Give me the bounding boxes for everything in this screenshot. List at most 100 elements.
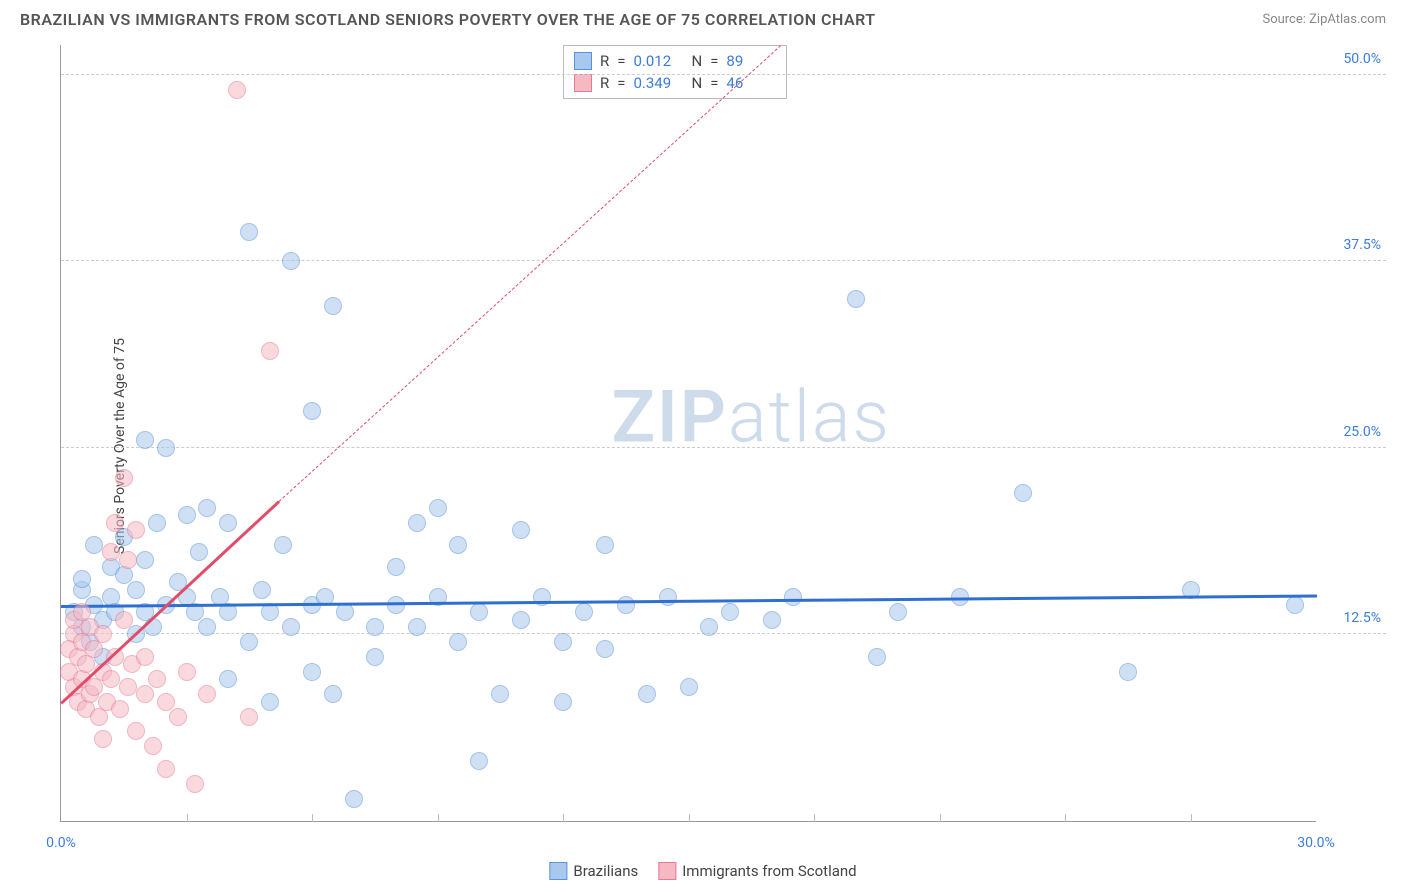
chart-area: ZIPatlas R=0.012N=89R=0.349N=46 12.5%25.… [50,45,1386,842]
data-point [157,439,175,457]
data-point [136,551,154,569]
x-tick [814,814,815,822]
equals: = [617,74,625,92]
data-point [1286,596,1304,614]
data-point [106,514,124,532]
data-point [449,633,467,651]
data-point [102,670,120,688]
data-point [198,499,216,517]
x-tick [940,814,941,822]
data-point [253,581,271,599]
data-point [102,543,120,561]
data-point [73,570,91,588]
x-tick-label: 0.0% [46,835,76,851]
data-point [136,431,154,449]
data-point [198,618,216,636]
data-point [261,693,279,711]
x-tick [1191,814,1192,822]
data-point [148,670,166,688]
source-label: Source: ZipAtlas.com [1262,12,1386,27]
data-point [240,223,258,241]
x-tick [312,814,313,822]
swatch-icon [574,74,592,92]
data-point [512,611,530,629]
trend-line [278,45,780,501]
y-tick-label: 50.0% [1343,51,1381,67]
swatch-icon [549,862,567,880]
chart-title: BRAZILIAN VS IMMIGRANTS FROM SCOTLAND SE… [20,10,876,29]
stats-legend-box: R=0.012N=89R=0.349N=46 [563,45,787,99]
data-point [324,685,342,703]
data-point [345,790,363,808]
data-point [169,708,187,726]
data-point [763,611,781,629]
data-point [700,618,718,636]
equals: = [710,74,718,92]
data-point [408,618,426,636]
data-point [219,514,237,532]
data-point [596,640,614,658]
data-point [127,722,145,740]
data-point [119,678,137,696]
gridline [61,447,1386,448]
y-tick-label: 25.0% [1343,424,1381,440]
data-point [889,603,907,621]
stat-r-value: 0.012 [633,52,683,70]
gridline [61,260,1386,261]
y-tick-label: 37.5% [1343,237,1381,253]
legend-item-scotland: Immigrants from Scotland [658,862,856,880]
data-point [94,730,112,748]
x-tick [689,814,690,822]
data-point [408,514,426,532]
data-point [198,685,216,703]
data-point [512,521,530,539]
data-point [261,342,279,360]
data-point [127,521,145,539]
data-point [148,514,166,532]
equals: = [710,52,718,70]
data-point [554,693,572,711]
data-point [240,633,258,651]
data-point [659,588,677,606]
data-point [94,625,112,643]
gridline [61,74,1386,75]
data-point [136,685,154,703]
data-point [274,536,292,554]
legend-label: Immigrants from Scotland [682,862,856,880]
data-point [366,618,384,636]
data-point [144,737,162,755]
data-point [784,588,802,606]
data-point [115,611,133,629]
data-point [219,670,237,688]
data-point [127,581,145,599]
data-point [303,663,321,681]
stats-row: R=0.012N=89 [574,50,776,72]
equals: = [617,52,625,70]
data-point [596,536,614,554]
data-point [85,536,103,554]
data-point [240,708,258,726]
data-point [282,252,300,270]
data-point [324,297,342,315]
stat-n-label: N [691,74,702,92]
bottom-legend: Brazilians Immigrants from Scotland [549,862,856,880]
data-point [136,648,154,666]
data-point [119,551,137,569]
data-point [157,760,175,778]
data-point [868,648,886,666]
stat-r-value: 0.349 [633,74,683,92]
x-tick [563,814,564,822]
legend-label: Brazilians [573,862,638,880]
data-point [680,678,698,696]
data-point [638,685,656,703]
stat-n-value: 46 [726,74,776,92]
data-point [429,499,447,517]
data-point [554,633,572,651]
data-point [157,693,175,711]
data-point [1014,484,1032,502]
stat-n-label: N [691,52,702,70]
legend-item-brazilians: Brazilians [549,862,638,880]
data-point [617,596,635,614]
data-point [470,603,488,621]
data-point [847,290,865,308]
